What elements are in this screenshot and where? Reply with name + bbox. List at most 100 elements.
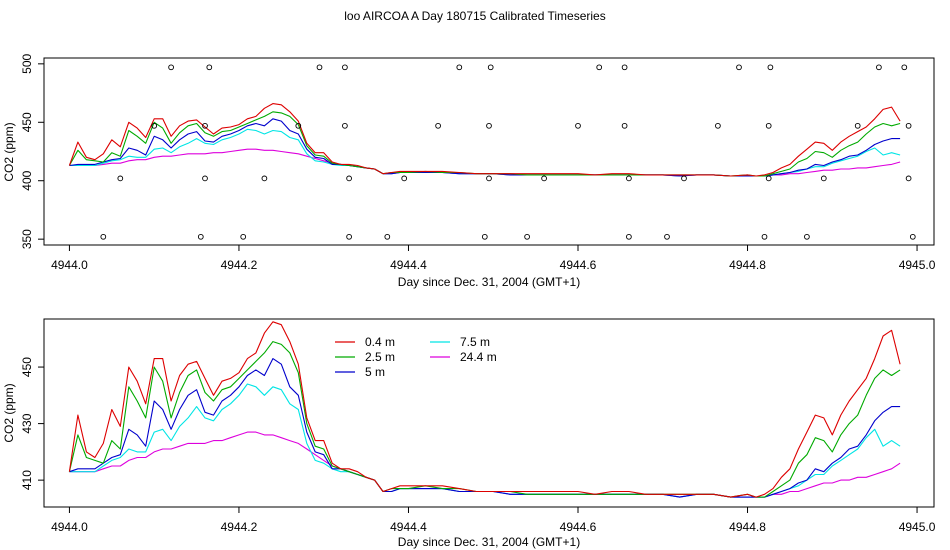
legend-label: 0.4 m bbox=[365, 335, 395, 349]
scatter-point bbox=[342, 64, 348, 71]
series-line-24-4-m bbox=[69, 431, 901, 498]
scatter-point bbox=[761, 233, 768, 240]
scatter-point bbox=[151, 122, 158, 129]
scatter-point bbox=[435, 122, 441, 129]
scatter-point bbox=[621, 122, 628, 129]
y-tick-label: 450 bbox=[20, 112, 34, 132]
scatter-point bbox=[261, 175, 268, 182]
scatter-point bbox=[664, 233, 670, 240]
scatter-point bbox=[905, 175, 912, 182]
scatter-point bbox=[202, 175, 208, 182]
scatter-point bbox=[295, 122, 302, 129]
series-line-5-m bbox=[69, 118, 901, 177]
scatter-point bbox=[486, 122, 492, 129]
scatter-point bbox=[621, 64, 628, 71]
scatter-point bbox=[197, 233, 204, 240]
legend-label: 5 m bbox=[365, 365, 385, 379]
series-line-7-5-m bbox=[69, 128, 901, 177]
scatter-point bbox=[715, 122, 721, 129]
scatter-point bbox=[905, 122, 912, 129]
scatter-point bbox=[820, 175, 827, 182]
scatter-point bbox=[765, 175, 772, 182]
x-tick-label: 4944.2 bbox=[221, 520, 258, 534]
top-plot-frame bbox=[43, 57, 935, 246]
top-scatter-points bbox=[100, 64, 916, 240]
scatter-point bbox=[626, 175, 632, 182]
x-tick-label: 4944.0 bbox=[51, 520, 88, 534]
scatter-point bbox=[575, 122, 581, 129]
scatter-point bbox=[100, 233, 107, 240]
x-tick-label: 4944.0 bbox=[51, 258, 88, 272]
scatter-point bbox=[767, 64, 774, 71]
top-y-axis-label: CO2 (ppm) bbox=[2, 122, 16, 181]
scatter-point bbox=[909, 233, 916, 240]
legend-label: 2.5 m bbox=[365, 350, 395, 364]
legend-label: 7.5 m bbox=[460, 335, 490, 349]
x-tick-label: 4944.2 bbox=[221, 258, 258, 272]
scatter-point bbox=[206, 64, 213, 71]
x-tick-label: 4945.0 bbox=[899, 258, 936, 272]
top-x-axis-label: Day since Dec. 31, 2004 (GMT+1) bbox=[398, 275, 580, 289]
x-tick-label: 4944.8 bbox=[729, 520, 766, 534]
top-x-axis: 4944.0 4944.2 4944.4 4944.6 4944.8 4945.0 bbox=[51, 245, 936, 272]
scatter-point bbox=[401, 175, 408, 182]
scatter-point bbox=[168, 64, 174, 71]
series-line-2-5-m bbox=[68, 341, 901, 498]
chart-title: loo AIRCOA A Day 180715 Calibrated Times… bbox=[344, 9, 605, 23]
y-tick-label: 400 bbox=[20, 170, 34, 190]
x-tick-label: 4944.8 bbox=[729, 258, 766, 272]
series-line-2-5-m bbox=[68, 111, 901, 177]
bottom-panel: 4944.0 4944.2 4944.4 4944.6 4944.8 4945.0 410… bbox=[2, 318, 936, 549]
scatter-point bbox=[736, 64, 742, 71]
scatter-point bbox=[854, 122, 861, 129]
series-line-0-4-m bbox=[68, 321, 901, 498]
series-line-5-m bbox=[69, 358, 901, 498]
scatter-point bbox=[202, 122, 208, 129]
bottom-y-axis-label: CO2 (ppm) bbox=[2, 383, 16, 442]
y-tick-label: 350 bbox=[20, 229, 34, 249]
bottom-y-axis: 410 430 450 bbox=[20, 357, 44, 490]
scatter-point bbox=[456, 64, 463, 71]
scatter-point bbox=[626, 233, 632, 240]
scatter-point bbox=[876, 64, 882, 71]
top-y-axis: 350 400 450 500 bbox=[20, 54, 44, 249]
x-tick-label: 4944.4 bbox=[390, 520, 427, 534]
scatter-point bbox=[804, 233, 810, 240]
scatter-point bbox=[524, 233, 530, 240]
series-line-0-4-m bbox=[68, 103, 901, 177]
bottom-plot-frame bbox=[43, 318, 935, 508]
scatter-point bbox=[486, 175, 492, 182]
scatter-point bbox=[346, 175, 352, 182]
top-series-lines bbox=[68, 103, 901, 177]
scatter-point bbox=[765, 122, 772, 129]
series-line-7-5-m bbox=[69, 383, 901, 498]
y-tick-label: 500 bbox=[20, 54, 34, 74]
x-tick-label: 4944.6 bbox=[560, 258, 597, 272]
scatter-point bbox=[681, 175, 687, 182]
x-tick-label: 4945.0 bbox=[899, 520, 936, 534]
scatter-point bbox=[342, 122, 348, 129]
scatter-point bbox=[117, 175, 124, 182]
scatter-point bbox=[384, 233, 391, 240]
scatter-point bbox=[316, 64, 323, 71]
scatter-point bbox=[481, 233, 488, 240]
scatter-point bbox=[240, 233, 247, 240]
x-tick-label: 4944.6 bbox=[560, 520, 597, 534]
y-tick-label: 410 bbox=[20, 470, 34, 490]
scatter-point bbox=[346, 233, 352, 240]
x-tick-label: 4944.4 bbox=[390, 258, 427, 272]
scatter-point bbox=[596, 64, 603, 71]
scatter-point bbox=[487, 64, 494, 71]
legend-label: 24.4 m bbox=[460, 350, 497, 364]
y-tick-label: 450 bbox=[20, 357, 34, 377]
scatter-point bbox=[901, 64, 908, 71]
legend: 0.4 m2.5 m5 m 7.5 m24.4 m bbox=[335, 335, 497, 379]
top-panel: 4944.0 4944.2 4944.4 4944.6 4944.8 4945.0 350… bbox=[2, 54, 936, 289]
series-line-24-4-m bbox=[69, 148, 901, 177]
y-tick-label: 430 bbox=[20, 413, 34, 433]
bottom-x-axis-label: Day since Dec. 31, 2004 (GMT+1) bbox=[398, 535, 580, 549]
bottom-series-lines bbox=[68, 321, 901, 498]
scatter-point bbox=[541, 175, 547, 182]
bottom-x-axis: 4944.0 4944.2 4944.4 4944.6 4944.8 4945.0 bbox=[51, 507, 936, 534]
